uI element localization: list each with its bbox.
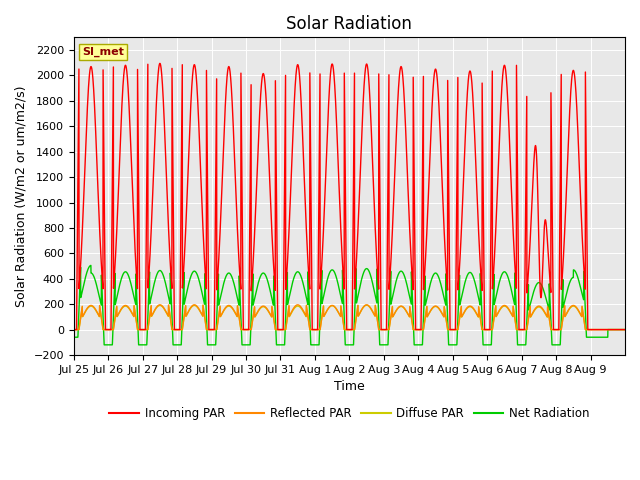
Reflected PAR — [542, 312, 550, 317]
Title: Solar Radiation: Solar Radiation — [287, 15, 412, 33]
Reflected PAR — [370, 311, 378, 317]
Diffuse PAR — [70, 327, 77, 333]
Line: Reflected PAR: Reflected PAR — [74, 305, 625, 330]
Diffuse PAR — [363, 302, 371, 308]
Incoming PAR — [621, 327, 629, 333]
Incoming PAR — [500, 62, 508, 68]
Diffuse PAR — [184, 310, 192, 315]
Net Radiation — [501, 269, 509, 275]
Diffuse PAR — [542, 312, 550, 318]
Incoming PAR — [370, 192, 378, 198]
Net Radiation — [100, 342, 108, 348]
Diffuse PAR — [370, 311, 378, 317]
Net Radiation — [87, 263, 95, 268]
Diffuse PAR — [528, 312, 536, 318]
Net Radiation — [400, 271, 408, 276]
Incoming PAR — [184, 166, 192, 172]
Reflected PAR — [621, 327, 629, 333]
Net Radiation — [370, 287, 378, 292]
Line: Diffuse PAR: Diffuse PAR — [74, 305, 625, 330]
Net Radiation — [528, 295, 536, 301]
Incoming PAR — [156, 60, 164, 66]
Incoming PAR — [70, 327, 77, 333]
Net Radiation — [542, 296, 550, 301]
Reflected PAR — [399, 304, 407, 310]
Diffuse PAR — [500, 303, 508, 309]
Reflected PAR — [156, 302, 164, 308]
Net Radiation — [621, 327, 629, 333]
Diffuse PAR — [621, 327, 629, 333]
Diffuse PAR — [399, 305, 407, 311]
Legend: Incoming PAR, Reflected PAR, Diffuse PAR, Net Radiation: Incoming PAR, Reflected PAR, Diffuse PAR… — [104, 402, 594, 425]
Incoming PAR — [542, 219, 550, 225]
Net Radiation — [70, 335, 77, 340]
Incoming PAR — [550, 327, 557, 333]
Reflected PAR — [500, 302, 508, 308]
Incoming PAR — [399, 82, 407, 87]
Line: Incoming PAR: Incoming PAR — [74, 63, 625, 330]
Reflected PAR — [528, 312, 536, 317]
Line: Net Radiation: Net Radiation — [74, 265, 625, 345]
Y-axis label: Solar Radiation (W/m2 or um/m2/s): Solar Radiation (W/m2 or um/m2/s) — [15, 85, 28, 307]
Text: SI_met: SI_met — [82, 47, 124, 57]
Reflected PAR — [70, 327, 77, 333]
X-axis label: Time: Time — [334, 380, 365, 393]
Reflected PAR — [184, 309, 192, 315]
Incoming PAR — [528, 206, 536, 212]
Net Radiation — [184, 283, 192, 288]
